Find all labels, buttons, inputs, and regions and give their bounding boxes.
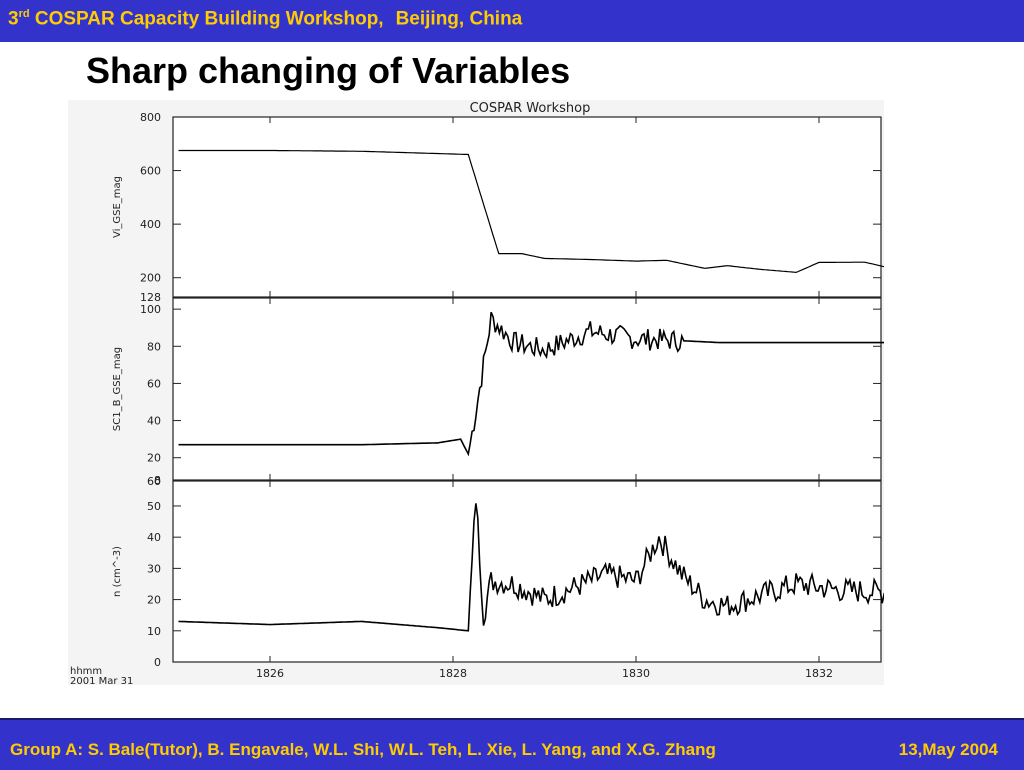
x-tick-label: 1830 [622,667,650,680]
footer-bar: Group A: S. Bale(Tutor), B. Engavale, W.… [0,718,1024,770]
y-tick-label: 400 [140,218,161,231]
y-tick-label: 128 [140,291,161,304]
footer-authors: Group A: S. Bale(Tutor), B. Engavale, W.… [10,740,716,759]
header-ordinal-suffix: rd [18,8,30,20]
x-axis-label: hhmm [70,666,102,677]
y-axis-label: Vi_GSE_mag [112,176,123,238]
header-location: Beijing, China [395,8,523,30]
y-tick-label: 200 [140,272,161,285]
panel-frame [172,116,882,298]
y-tick-label: 60 [147,475,161,488]
series-line [178,311,934,457]
chart-svg: COSPAR Workshop 800600400200128Vi_GSE_ma… [70,101,935,687]
y-tick-label: 20 [147,594,161,607]
series-line [178,503,935,632]
x-tick-label: 1828 [439,667,467,680]
y-tick-label: 20 [147,452,161,465]
y-tick-label: 600 [140,165,161,178]
y-tick-label: 40 [147,531,161,544]
y-tick-label: 8 [154,474,161,487]
panel-frame [172,297,882,481]
series-line [178,149,934,274]
y-tick-label: 40 [147,415,161,428]
x-axis-date: 2001 Mar 31 [70,676,133,685]
y-tick-label: 50 [147,500,161,513]
y-tick-label: 100 [140,303,161,316]
header-title: 3rd COSPAR Capacity Building Workshop, Be… [8,8,522,30]
y-tick-label: 30 [147,562,161,575]
y-axis-label: n (cm^-3) [112,546,123,597]
x-tick-label: 1832 [805,667,833,680]
y-tick-label: 800 [140,111,161,124]
header-workshop-name: COSPAR Capacity Building Workshop, [34,8,384,30]
header-ordinal-number: 3 [8,8,19,30]
footer-date: 13,May 2004 [898,740,998,759]
y-tick-label: 10 [147,625,161,638]
header-bar: 3rd COSPAR Capacity Building Workshop, Be… [0,0,1024,42]
chart-title: COSPAR Workshop [470,101,591,116]
y-tick-label: 60 [147,377,161,390]
y-tick-label: 0 [154,656,161,669]
y-tick-label: 80 [147,340,161,353]
y-axis-label: SC1_B_GSE_mag [112,347,123,431]
panel-frame [172,480,882,663]
slide-title: Sharp changing of Variables [86,50,571,91]
chart-figure: COSPAR Workshop 800 600 400 200 128 Vi_GSE_ma… [68,100,935,687]
x-tick-label: 1826 [256,667,284,680]
